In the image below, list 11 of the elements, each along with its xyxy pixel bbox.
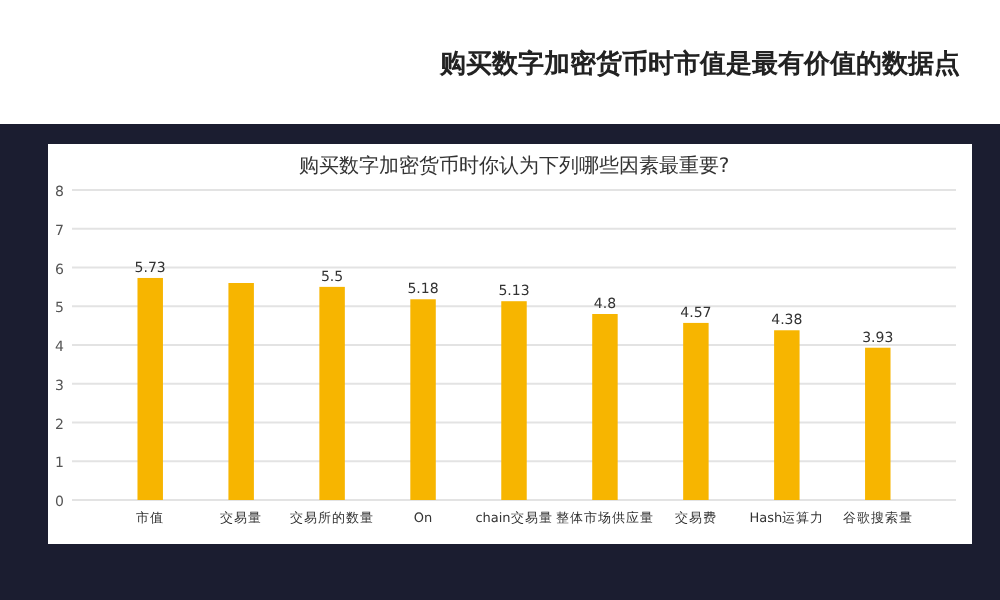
chart-title: 购买数字加密货币时市值是最有价值的数据点 bbox=[438, 48, 960, 80]
bar bbox=[319, 286, 345, 500]
bar bbox=[683, 322, 709, 500]
chart-subtitle: 购买数字加密货币时你认为下列哪些因素最重要? bbox=[298, 154, 730, 178]
bar bbox=[410, 299, 436, 500]
bar bbox=[228, 283, 254, 500]
bar bbox=[865, 347, 891, 500]
bar bbox=[501, 301, 527, 500]
bar bbox=[137, 277, 163, 500]
bar bbox=[592, 314, 618, 500]
bar bbox=[774, 330, 800, 500]
